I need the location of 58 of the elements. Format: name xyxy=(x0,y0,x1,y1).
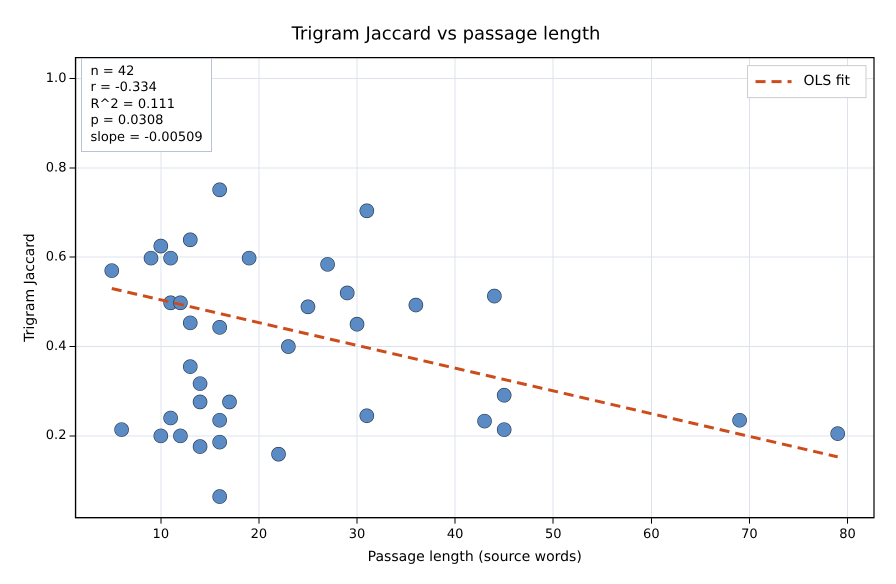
x-tick-label: 70 xyxy=(741,526,758,542)
point xyxy=(212,434,227,450)
point xyxy=(114,422,129,437)
x-tick-label: 20 xyxy=(250,526,268,542)
y-tick-label: 0.6 xyxy=(46,250,66,265)
y-tick-label: 0.8 xyxy=(46,160,66,176)
point xyxy=(496,388,512,403)
annotation: R^2 = 0.111 xyxy=(90,96,176,114)
point xyxy=(212,320,227,335)
point xyxy=(154,238,168,254)
x-tick-label: 30 xyxy=(348,526,366,542)
x-tick-label: 10 xyxy=(152,526,170,542)
annotation: r = -0.334 xyxy=(90,80,158,97)
point xyxy=(154,428,168,444)
point xyxy=(340,286,355,300)
point xyxy=(173,428,188,444)
point xyxy=(163,410,178,426)
point xyxy=(212,412,227,428)
x-tick-label: 80 xyxy=(839,526,856,542)
x-axis-title: Passage length (source words) xyxy=(368,549,582,566)
x-tick-label: 60 xyxy=(643,526,660,542)
y-axis-title: Trigram Jaccard xyxy=(22,233,38,343)
y-tick-label: 0.4 xyxy=(46,338,66,354)
annotation: n = 42 xyxy=(90,64,136,80)
point xyxy=(732,412,747,428)
point xyxy=(350,316,364,332)
point xyxy=(182,316,198,330)
chart-title: Trigram Jaccard vs passage length xyxy=(290,23,600,44)
point xyxy=(192,439,208,454)
point xyxy=(163,250,178,266)
point xyxy=(281,339,296,354)
point xyxy=(360,408,374,424)
point xyxy=(212,489,227,504)
legend-label: OLS fit xyxy=(804,73,851,90)
point xyxy=(212,182,227,198)
point xyxy=(300,300,316,314)
x-tick-label: 50 xyxy=(544,526,562,542)
point xyxy=(144,250,158,266)
point xyxy=(192,376,208,391)
point xyxy=(222,394,237,410)
point xyxy=(271,446,286,462)
point xyxy=(104,263,120,278)
point xyxy=(496,422,512,437)
point xyxy=(192,394,208,410)
point xyxy=(320,257,335,272)
y-tick-label: 0.2 xyxy=(46,428,66,444)
annotation: slope = -0.00509 xyxy=(90,130,203,146)
point xyxy=(830,426,846,441)
y-tick-label: 1.0 xyxy=(46,70,66,86)
annotation: p = 0.0308 xyxy=(90,113,164,130)
point xyxy=(182,359,198,374)
point xyxy=(242,250,256,266)
point xyxy=(182,232,198,248)
point xyxy=(360,203,374,218)
point xyxy=(408,298,424,312)
point xyxy=(487,288,502,304)
point xyxy=(477,414,492,428)
x-tick-label: 40 xyxy=(446,526,464,542)
